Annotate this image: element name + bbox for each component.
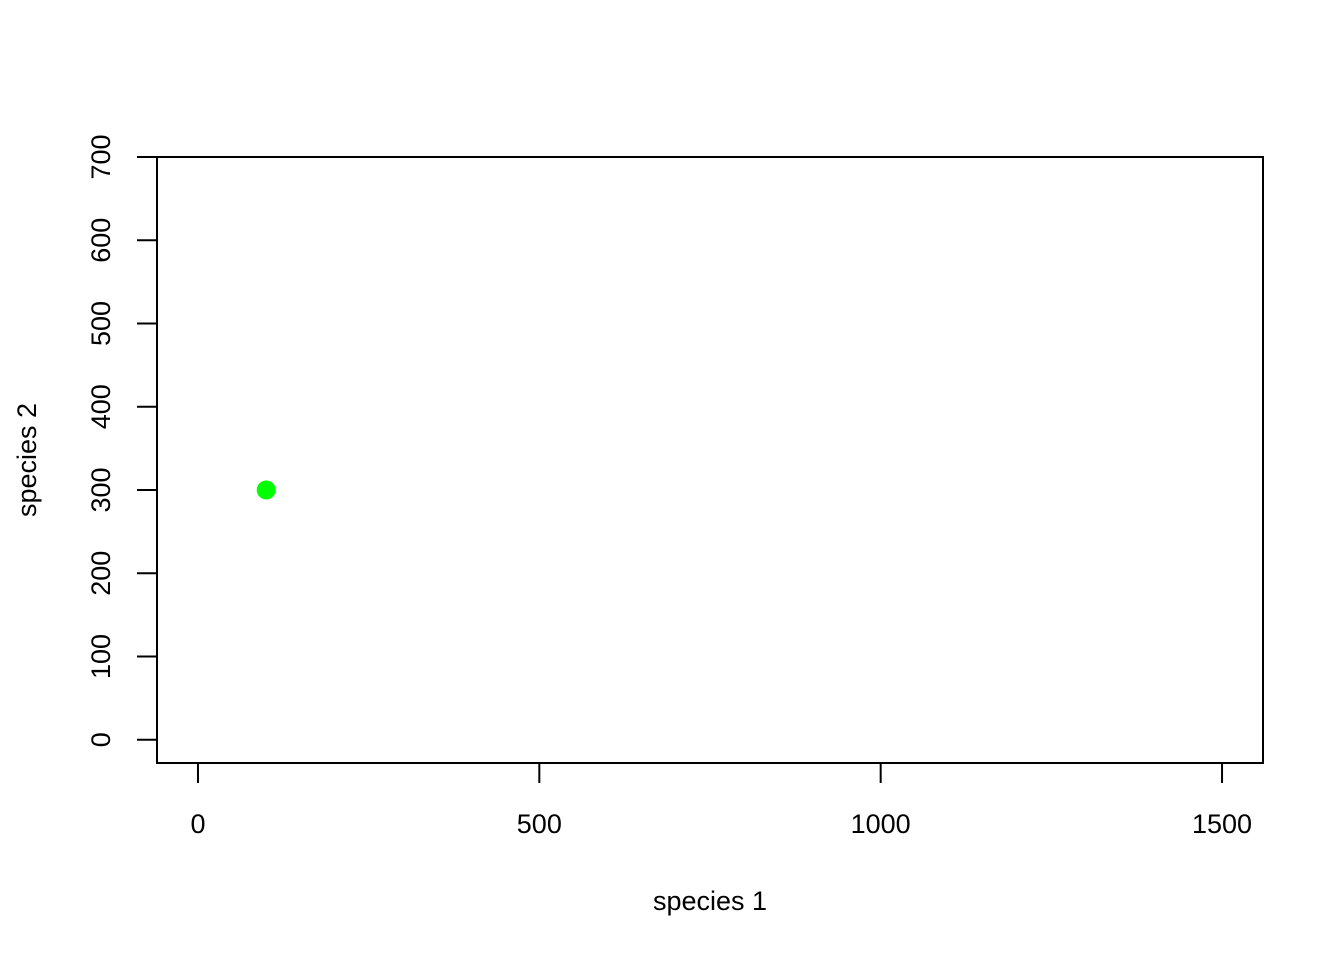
y-tick-label: 400 (86, 384, 116, 429)
x-axis-label: species 1 (653, 886, 767, 916)
y-tick-label: 300 (86, 467, 116, 512)
y-tick-label: 700 (86, 134, 116, 179)
y-axis: 0 100 200 300 400 500 600 700 (86, 134, 158, 747)
y-axis-label: species 2 (12, 403, 42, 517)
x-tick-label: 1000 (851, 809, 911, 839)
data-points (256, 480, 276, 500)
x-tick-label: 0 (190, 809, 205, 839)
x-tick-label: 500 (517, 809, 562, 839)
data-point (256, 480, 276, 500)
y-tick-label: 100 (86, 634, 116, 679)
x-tick-label: 1500 (1192, 809, 1252, 839)
x-axis: 0 500 1000 1500 (190, 762, 1252, 839)
y-tick-label: 500 (86, 301, 116, 346)
y-tick-label: 0 (86, 732, 116, 747)
y-tick-label: 200 (86, 551, 116, 596)
y-tick-label: 600 (86, 218, 116, 263)
